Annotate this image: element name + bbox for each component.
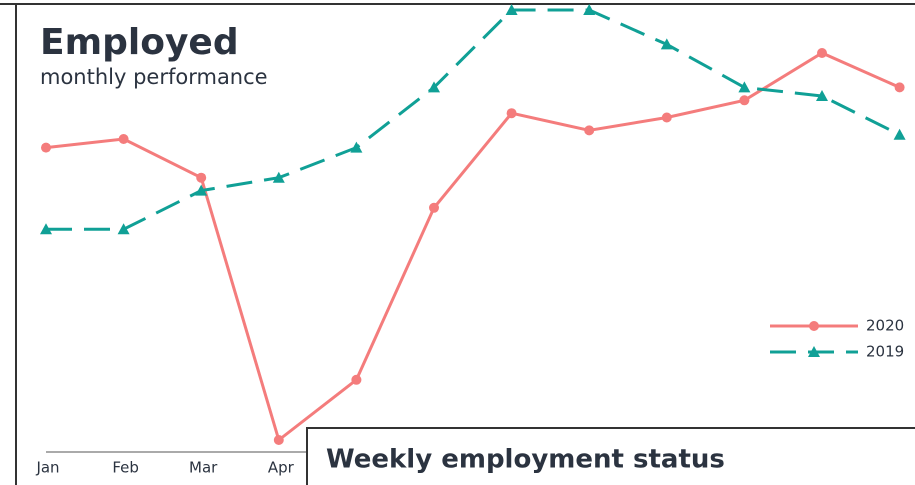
point	[41, 142, 51, 153]
chart-title: Employed	[40, 22, 239, 63]
point	[816, 90, 828, 101]
point	[350, 141, 363, 153]
point	[196, 172, 207, 183]
point	[195, 184, 208, 196]
point	[738, 81, 751, 93]
point	[505, 4, 518, 15]
point	[583, 4, 596, 15]
point	[117, 223, 130, 235]
point	[584, 125, 595, 136]
point	[894, 82, 905, 93]
point	[660, 38, 673, 50]
series	[40, 4, 906, 235]
panel-box	[306, 427, 915, 485]
x-tick-label: Jan	[35, 459, 59, 477]
x-tick-label: Mar	[189, 459, 218, 477]
legend-label: 2020	[866, 317, 904, 335]
point	[118, 134, 129, 144]
line	[46, 8, 901, 231]
x-tick-label: Apr	[268, 459, 295, 477]
point	[428, 81, 440, 93]
chart-subtitle: monthly performance	[40, 65, 268, 89]
legend-marker	[809, 321, 819, 331]
x-tick-label: Feb	[112, 459, 139, 477]
legend-label: 2019	[866, 343, 904, 361]
point	[273, 435, 284, 445]
panel: Weekly employment status	[306, 427, 915, 485]
point	[429, 202, 439, 213]
point	[351, 374, 362, 385]
point	[893, 128, 906, 140]
point	[40, 223, 52, 235]
point	[272, 171, 285, 183]
series	[41, 48, 905, 445]
point	[817, 48, 827, 58]
panel-title: Weekly employment status	[326, 445, 725, 475]
point	[661, 112, 672, 123]
point	[506, 108, 517, 119]
line	[45, 51, 901, 443]
point	[739, 95, 750, 106]
legend-marker	[808, 346, 820, 357]
